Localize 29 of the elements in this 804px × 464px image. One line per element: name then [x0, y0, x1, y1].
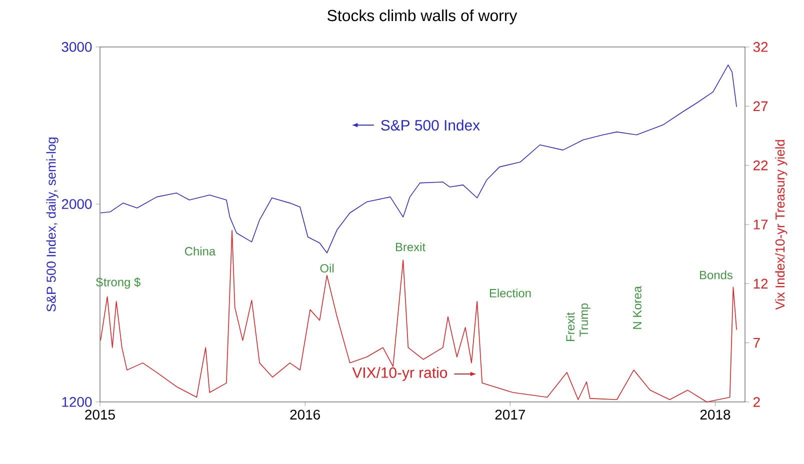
x-tick-label: 2015 — [85, 410, 115, 420]
annotation: Election — [490, 288, 531, 298]
annotation: Strong $ — [96, 277, 140, 289]
y2-tick-label: 7 — [754, 338, 760, 348]
y2-tick-label: 27 — [753, 101, 768, 112]
line-series — [100, 64, 737, 254]
y2-tick-label: 32 — [753, 42, 768, 52]
y2-axis-title: Vix Index/10-yr Treasury yield — [775, 140, 788, 310]
y-tick-label: 2000 — [62, 199, 92, 210]
y2-tick-label: 2 — [753, 397, 760, 407]
legend-label: S&P 500 Index — [381, 120, 480, 131]
x-tick-label: 2018 — [700, 410, 730, 420]
x-tick-label: 2017 — [495, 410, 525, 420]
x-tick-label: 2016 — [290, 410, 320, 420]
y-axis-title: S&P 500 Index, daily, semi-log — [46, 138, 58, 312]
annotation: Brexit — [396, 242, 426, 252]
y2-tick-label: 22 — [753, 160, 768, 170]
annotation: Bonds — [700, 270, 732, 280]
chart-title: Stocks climb walls of worry — [328, 10, 518, 24]
y2-tick-label: 12 — [754, 278, 768, 289]
series-label: VIX/10-yr ratio — [352, 366, 448, 381]
y-tick-label: 1200 — [62, 397, 92, 407]
annotation: China — [184, 246, 216, 256]
annotation: Trump — [580, 303, 590, 337]
annotation: Oil — [320, 264, 334, 273]
annotation: N Korea — [633, 286, 642, 329]
annotation: Frexit — [566, 312, 575, 342]
y2-tick-label: 17 — [754, 220, 768, 230]
y-tick-label: 3000 — [62, 42, 92, 52]
